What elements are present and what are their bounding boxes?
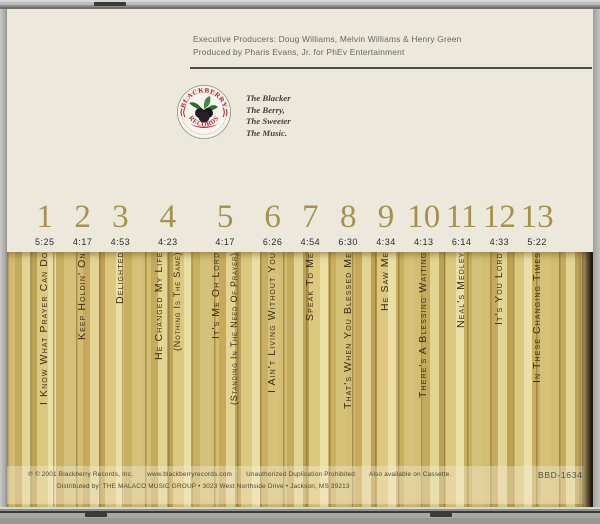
track-title-vertical: Keep Holdin' On bbox=[76, 252, 89, 340]
track-number: 8 bbox=[339, 199, 357, 235]
logo-berry-icon bbox=[189, 96, 218, 128]
track-duration: 6:30 bbox=[338, 237, 358, 247]
track-duration: 4:53 bbox=[110, 237, 131, 247]
logo-soundwave-icon bbox=[180, 107, 228, 118]
fineprint-copyright: ℗ © 2001 Blackberry Records, Inc. bbox=[28, 471, 134, 478]
track-column: 9 4:34 He Saw Me bbox=[367, 199, 405, 467]
track-title-vertical: I Know What Prayer Can Do bbox=[38, 252, 51, 406]
track-title-vertical: I Ain't Living Without You bbox=[266, 252, 279, 394]
track-title-vertical: That's When You Blessed Me bbox=[341, 252, 354, 409]
track-number: 11 bbox=[445, 199, 478, 235]
track-column: 8 6:30 That's When You Blessed Me bbox=[329, 199, 367, 467]
track-duration: 4:34 bbox=[376, 237, 396, 247]
track-title-vertical: There's A Blessing Waiting bbox=[417, 252, 430, 399]
track-duration: 4:54 bbox=[300, 237, 321, 247]
track-column: 2 4:17 Keep Holdin' On bbox=[64, 199, 102, 467]
fineprint-distribution: Distributed by: THE MALACO MUSIC GROUP •… bbox=[57, 483, 350, 490]
case-edge-bottom bbox=[0, 507, 600, 524]
track-duration: 5:25 bbox=[35, 237, 55, 247]
track-title-vertical: It's You Lord bbox=[492, 252, 505, 325]
track-list: 1 5:25 I Know What Prayer Can Do 2 4:17 … bbox=[26, 199, 556, 467]
track-column: 4 4:23 He Changed My Life (Nothing Is Th… bbox=[139, 199, 196, 467]
divider-rule bbox=[190, 67, 592, 69]
track-title-vertical: Neal's Medley bbox=[455, 252, 468, 329]
track-column: 5 4:17 It's Me Oh Lord (Standing In The … bbox=[197, 199, 254, 467]
track-number: 1 bbox=[36, 199, 54, 235]
track-column: 12 4:33 It's You Lord bbox=[481, 199, 519, 467]
track-duration: 4:23 bbox=[158, 237, 178, 247]
track-duration: 5:22 bbox=[527, 237, 547, 247]
track-column: 11 6:14 Neal's Medley bbox=[443, 199, 481, 467]
producer-credits-line2: Produced by Pharis Evans, Jr. for PhEv E… bbox=[193, 47, 405, 57]
track-column: 1 5:25 I Know What Prayer Can Do bbox=[26, 199, 64, 467]
fineprint-background bbox=[7, 466, 584, 504]
track-number: 2 bbox=[74, 199, 91, 235]
track-title-vertical: He Changed My Life bbox=[152, 252, 165, 361]
logo-tagline: The Blacker The Berry, The Sweeter The M… bbox=[246, 93, 291, 139]
track-column: 3 4:53 Delighted bbox=[102, 199, 140, 467]
case-clip bbox=[430, 513, 452, 517]
case-edge-right bbox=[593, 9, 600, 507]
track-column: 13 5:22 In These Changing Times bbox=[518, 199, 556, 467]
track-number: 5 bbox=[216, 199, 234, 235]
fineprint-cassette-note: Also available on Cassette. bbox=[369, 471, 452, 478]
track-title-vertical: Delighted bbox=[113, 252, 126, 305]
track-column: 7 4:54 Speak To Me bbox=[292, 199, 330, 467]
case-edge-top bbox=[0, 0, 600, 9]
case-edge-left bbox=[0, 9, 7, 507]
track-duration: 4:17 bbox=[215, 237, 235, 247]
catalog-number: BBD-1634 bbox=[538, 470, 583, 480]
tagline-line: The Berry, bbox=[246, 104, 285, 115]
track-title-vertical: In These Changing Times bbox=[530, 252, 543, 383]
fineprint-line1: ℗ © 2001 Blackberry Records, Inc. www.bla… bbox=[28, 471, 452, 478]
blackberry-records-logo: BLACKBERRY RECORDS bbox=[177, 85, 231, 139]
track-number: 9 bbox=[377, 199, 395, 235]
track-duration: 6:26 bbox=[262, 237, 283, 247]
case-clip bbox=[94, 2, 126, 6]
track-number: 4 bbox=[159, 199, 177, 235]
track-title-vertical: It's Me Oh Lord bbox=[210, 252, 223, 340]
producer-credits-line1: Executive Producers: Doug Williams, Melv… bbox=[193, 34, 462, 44]
track-number: 7 bbox=[302, 199, 319, 235]
track-number: 12 bbox=[482, 199, 516, 235]
track-duration: 6:14 bbox=[451, 237, 472, 247]
track-duration: 4:17 bbox=[72, 237, 93, 247]
track-number: 10 bbox=[407, 199, 441, 235]
track-title-vertical: Speak To Me bbox=[303, 252, 316, 321]
track-number: 13 bbox=[520, 199, 554, 235]
track-subtitle-vertical: (Standing In The Need Of Prayer) bbox=[229, 252, 240, 405]
track-duration: 4:13 bbox=[414, 237, 434, 247]
stripes-background bbox=[7, 252, 593, 507]
tagline-line: The Blacker bbox=[246, 93, 291, 103]
track-number: 3 bbox=[112, 199, 129, 235]
tagline-line: The Sweeter bbox=[246, 116, 291, 126]
track-duration: 4:33 bbox=[489, 237, 510, 247]
track-subtitle-vertical: (Nothing Is The Same) bbox=[171, 252, 182, 352]
fineprint-duplication-notice: Unauthorized Duplication Prohibited bbox=[246, 471, 356, 478]
track-column: 6 6:26 I Ain't Living Without You bbox=[254, 199, 292, 467]
case-clip bbox=[85, 513, 107, 517]
track-number: 6 bbox=[264, 199, 281, 235]
tagline-line: The Music. bbox=[246, 127, 288, 138]
track-column: 10 4:13 There's A Blessing Waiting bbox=[405, 199, 443, 467]
fineprint-url: www.blackberryrecords.com bbox=[147, 471, 233, 478]
producer-credits: Executive Producers: Doug Williams, Melv… bbox=[193, 33, 462, 59]
track-title-vertical: He Saw Me bbox=[379, 252, 392, 312]
